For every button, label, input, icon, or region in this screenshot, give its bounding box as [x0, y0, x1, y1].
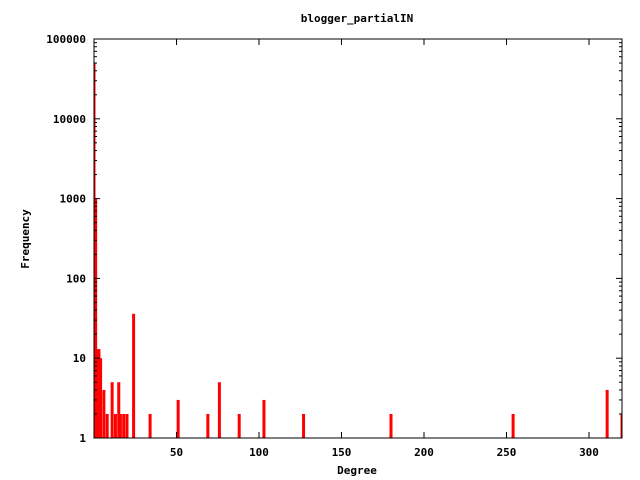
x-tick-label-3: 200	[414, 446, 434, 459]
bar-4	[99, 358, 103, 438]
bar-6	[105, 413, 109, 438]
plot-frame	[93, 38, 623, 439]
y-tick-label-3: 1000	[60, 193, 87, 206]
bar-23	[605, 389, 609, 438]
bar-1	[94, 198, 98, 438]
x-tick-label-4: 250	[497, 446, 517, 459]
y-tick-label-1: 10	[73, 352, 86, 365]
x-tick-label-2: 150	[332, 446, 352, 459]
x-tick-label-0: 50	[170, 446, 183, 459]
bar-8	[113, 413, 117, 438]
y-tick-label-0: 1	[79, 432, 86, 445]
y-tick-label-2: 100	[66, 272, 86, 285]
bar-21	[389, 413, 393, 438]
y-tick-label-4: 10000	[53, 113, 86, 126]
bar-15	[176, 399, 180, 438]
bar-13	[132, 313, 136, 438]
bars-group	[94, 63, 622, 439]
x-axis-ticks: 50 100 150 200 250 300	[170, 39, 599, 459]
bar-22	[511, 413, 515, 438]
bar-2	[95, 349, 99, 438]
bar-10	[118, 413, 122, 438]
bar-17	[217, 382, 221, 438]
bar-14	[148, 413, 152, 438]
bar-16	[206, 413, 210, 438]
bar-19	[262, 399, 266, 438]
y-tick-label-5: 100000	[46, 33, 86, 46]
bar-11	[122, 413, 126, 438]
y-axis-label: Frequency	[19, 209, 32, 269]
y-axis-ticks: 1 10 100 1000 10000 100000	[46, 33, 622, 445]
bar-5	[102, 389, 106, 438]
bar-3	[97, 349, 101, 438]
x-axis-label: Degree	[337, 464, 377, 477]
bar-12	[125, 413, 129, 438]
bar-7	[110, 382, 114, 438]
x-tick-label-5: 300	[579, 446, 599, 459]
bar-20	[302, 413, 306, 438]
x-tick-label-1: 100	[249, 446, 269, 459]
bar-18	[237, 413, 241, 438]
chart-title: blogger_partialIN	[301, 12, 414, 25]
bar-9	[117, 382, 121, 438]
bar-24	[620, 413, 622, 438]
